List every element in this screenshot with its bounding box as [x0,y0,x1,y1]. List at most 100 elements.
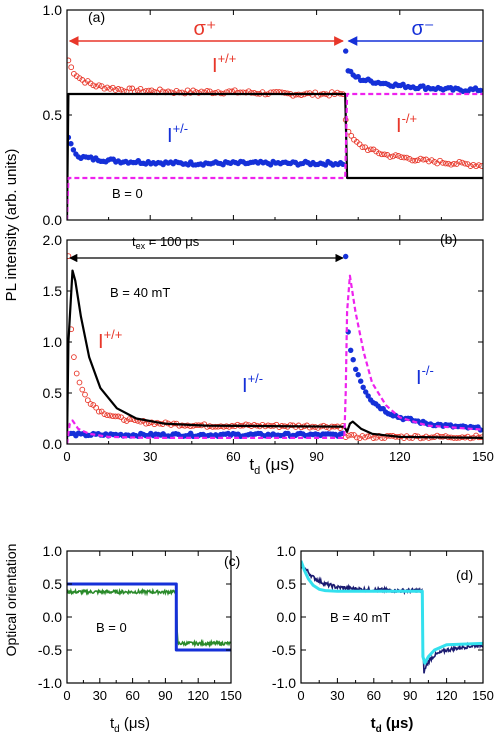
x-tick-label-d: 60 [367,688,381,703]
label-a-i-mp: I-/+ [396,111,417,137]
series-b-i--point [345,432,352,439]
series-a-i--point [473,163,479,170]
plot-layer: 0.0 0.5 1.0 0 30 60 90 120 150 0.0 0.5 1.0 1.5 2.0 0 30… [38,2,494,703]
series-a-i--point [118,86,124,93]
label-a-i-pp-sup: +/+ [218,51,237,66]
series-a-i--point [70,147,77,153]
b-zero-label-a: B = 0 [112,186,143,201]
b-40mt-label-b: B = 40 mT [110,285,170,300]
series-b-i--point [87,401,94,407]
label-a-i-pp: I+/+ [212,51,236,77]
y-tick-label-d: 0.0 [277,609,297,625]
x-tick-label-d: 150 [472,688,494,703]
series-b-i--point [365,433,371,440]
tex-label-rest: = 100 μs [145,234,200,249]
x-tick-label-c: 0 [63,688,70,703]
x-tick-label-d: 30 [330,688,344,703]
series-a-i--point [420,156,427,163]
tex-label-t: t [132,234,136,249]
series-b-model-magenta-line [67,274,483,444]
series-b-i--point [350,357,356,363]
series-a-i--point [401,154,407,161]
panel-label-a: (a) [88,9,105,25]
panel-label-b: (b) [440,231,457,247]
series-a-i--point [417,155,424,162]
sigma-plus-label: σ⁺ [194,18,217,40]
series-b-i--point [115,413,122,420]
y-tick-label-d: 1.0 [277,543,297,559]
x-tick-label-c: 60 [125,688,139,703]
series-a-i--markers [67,134,346,168]
series-a-i--point [126,85,133,92]
x-label-c-unit: (μs) [120,715,150,732]
y-tick-label-c: -1.0 [38,675,62,691]
series-b-i--point [126,416,133,422]
x-label-c-t: t [110,715,115,732]
series-a-i--point [381,151,388,158]
y-tick-label-c: 1.0 [43,543,63,559]
y-tick-label-c: -0.5 [38,642,62,658]
x-axis-label-main: td (μs) [249,455,294,477]
series-a-i--point [68,64,75,71]
y-tick-label-c: 0.5 [43,576,63,592]
y-tick-label-b: 0.5 [43,385,63,401]
series-a-i--point [101,85,108,92]
series-b-i--point [343,253,349,260]
sigma-minus-label: σ⁻ [412,18,435,40]
panel-label-d: (d) [456,567,473,583]
label-a-i-mp-sup: -/+ [402,111,418,126]
panel-b: 0 30 60 90 120 150 0.0 0.5 1.0 1.5 2.0 [43,232,494,464]
series-b-i--point [358,378,364,384]
series-group-d [301,560,483,674]
b-40mt-label-d: B = 40 mT [330,610,390,625]
x-label-d-unit: (μs) [382,715,414,732]
series-a-i--point [148,87,155,94]
series-a-i--point [387,154,393,160]
series-d-model-line [301,560,483,665]
series-b-i--point [259,421,266,428]
series-a-i--point [365,147,371,154]
x-tick-label-b: 60 [226,449,240,464]
series-a-i--point [190,87,197,94]
tex-label-sub: ex [136,241,146,251]
series-a-i--point [467,163,474,169]
label-b-i-pm: I+/- [242,371,263,397]
series-a-i--point [409,157,416,164]
series-a-model-magenta-line [67,92,483,220]
x-tick-label-b: 90 [309,449,323,464]
series-b-i--point [109,413,116,420]
series-b-i--point [360,384,366,390]
y-tick-label-b: 1.0 [43,334,63,350]
panel-frame-c [66,550,232,684]
series-a-i--point [137,85,144,92]
x-tick-label-b: 30 [143,449,157,464]
label-b-i-pm-sup: +/- [248,371,264,386]
series-a-i--point [248,89,255,96]
series-a-i--point [348,132,355,139]
label-b-i-pp: I+/+ [98,327,122,353]
y-tick-label-c: 0.0 [43,609,63,625]
series-b-i--point [306,424,313,431]
series-b-i--point [79,386,86,393]
series-a-i--point [96,82,102,89]
x-label-sub: d [254,465,260,477]
series-b-i--point [96,408,102,415]
series-b-i--point [101,411,108,417]
series-a-i--point [392,152,399,158]
x-label-c-sub: d [114,724,120,735]
series-a-i--point [426,158,432,165]
x-label-t: t [249,455,254,474]
series-a-i--markers [342,117,483,170]
series-a-i--point [376,150,382,157]
series-a-i--point [355,73,361,80]
panel-d: 0 30 60 90 120 150 -1.0 -0.5 0.0 0.5 1.0 [272,543,494,703]
series-b-i--point [417,435,424,442]
x-tick-label-c: 120 [187,688,209,703]
series-a-i--markers [67,57,346,99]
series-b-i--point [365,393,371,399]
series-a-i--point [406,156,413,162]
series-b-i--point [353,366,359,372]
series-b-i--point [234,421,241,428]
label-b-i-mm: I-/- [416,363,434,389]
